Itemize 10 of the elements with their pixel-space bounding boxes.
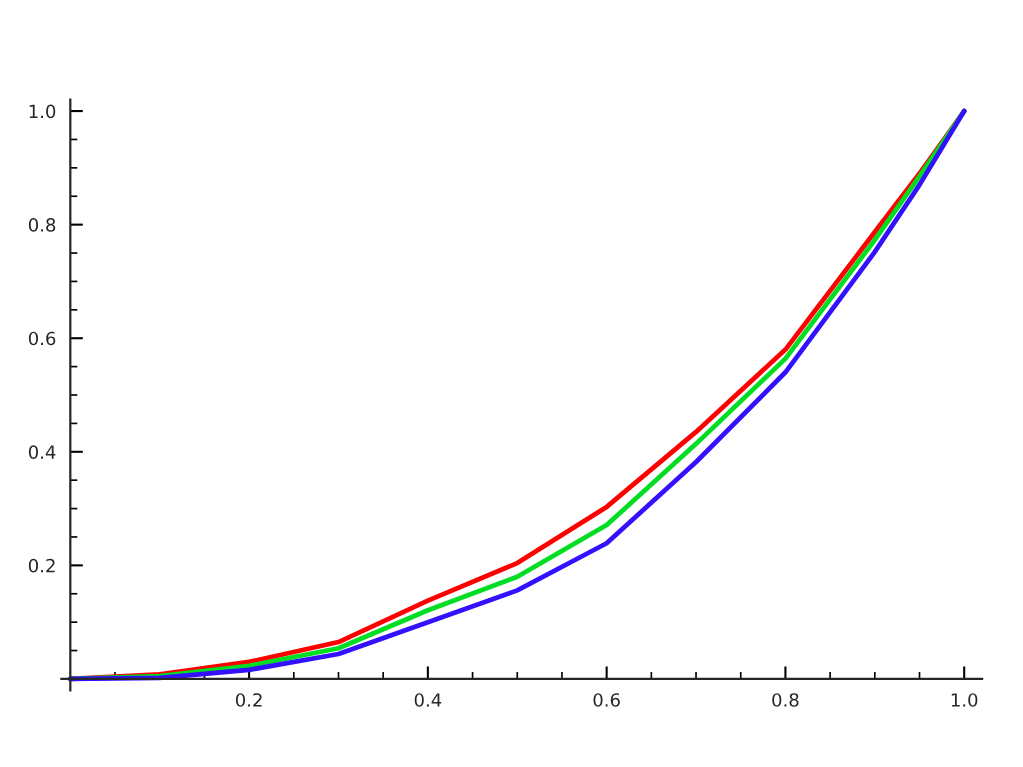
y-tick-label: 0.2 (28, 558, 55, 573)
x-tick-label: 0.4 (414, 693, 442, 707)
x-tick-label: 0.6 (593, 693, 620, 707)
y-tick-label: 1.0 (29, 104, 56, 119)
x-tick-label: 0.2 (235, 693, 262, 707)
x-tick-label: 0.8 (772, 693, 799, 707)
y-tick-label: 0.6 (28, 331, 56, 346)
y-tick-label: 0.8 (28, 218, 56, 232)
x-tick-label: 1.0 (951, 693, 978, 707)
y-tick-label: 0.4 (28, 445, 56, 459)
